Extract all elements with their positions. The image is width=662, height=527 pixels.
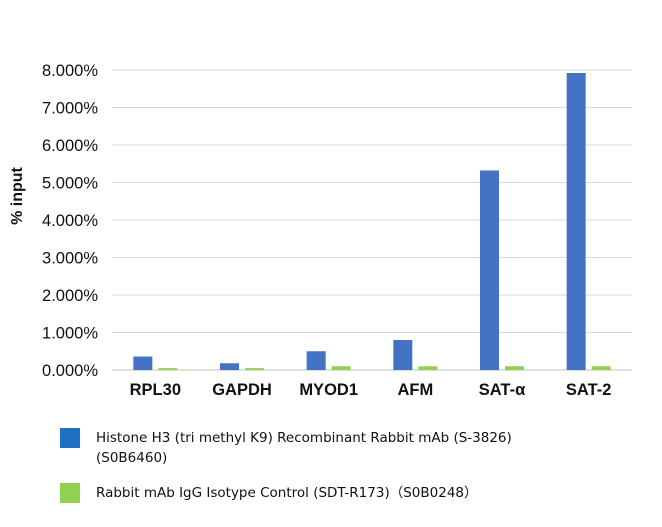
y-tick-label: 6.000% xyxy=(42,137,98,155)
legend-label-histone: Histone H3 (tri methyl K9) Recombinant R… xyxy=(96,430,512,446)
bar-igg-control xyxy=(245,368,264,370)
x-tick-label: MYOD1 xyxy=(299,381,358,399)
y-tick-label: 5.000% xyxy=(42,175,98,193)
legend-label-igg-control: Rabbit mAb IgG Isotype Control (SDT-R173… xyxy=(96,485,478,501)
bar-igg-control xyxy=(505,366,524,370)
y-tick-label: 2.000% xyxy=(42,287,98,305)
bar-histone xyxy=(480,170,499,370)
y-tick-label: 7.000% xyxy=(42,100,98,118)
y-tick-label: 1.000% xyxy=(42,325,98,343)
y-axis-label: % input xyxy=(9,166,26,224)
bar-histone xyxy=(393,340,413,370)
bar-igg-control xyxy=(418,366,438,370)
bar-igg-control xyxy=(158,368,178,370)
legend-swatch-green xyxy=(60,483,80,503)
y-tick-label: 0.000% xyxy=(42,362,98,380)
bar-histone xyxy=(133,356,153,370)
x-tick-label: GAPDH xyxy=(212,381,272,399)
bar-histone xyxy=(306,351,326,370)
x-tick-labels: RPL30 GAPDH MYOD1 AFM SAT-α SAT-2 xyxy=(130,381,612,399)
bars xyxy=(133,73,611,370)
bar-histone xyxy=(220,363,239,370)
x-tick-label: RPL30 xyxy=(130,381,181,399)
bar-igg-control xyxy=(331,366,351,370)
x-tick-label: AFM xyxy=(397,381,433,399)
x-tick-label: SAT-2 xyxy=(566,381,612,399)
y-tick-label: 4.000% xyxy=(42,212,98,230)
legend-label-histone-catalog: (S0B6460) xyxy=(96,450,168,466)
grid-lines xyxy=(112,69,632,371)
bar-igg-control xyxy=(591,366,611,370)
y-tick-label: 3.000% xyxy=(42,250,98,268)
legend-swatch-blue xyxy=(60,428,80,448)
x-tick-label: SAT-α xyxy=(479,381,526,399)
y-tick-labels: 0.000% 1.000% 2.000% 3.000% 4.000% 5.000% 6.00… xyxy=(42,62,98,380)
y-tick-label: 8.000% xyxy=(42,62,98,80)
bar-histone xyxy=(566,73,586,370)
